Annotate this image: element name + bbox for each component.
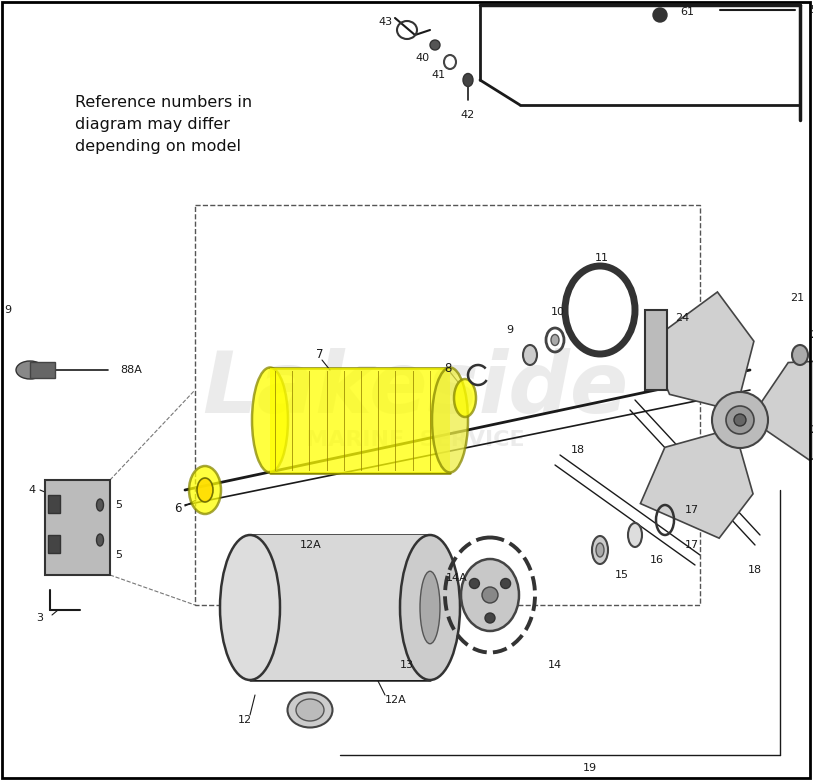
Circle shape [501,579,511,589]
Text: 16: 16 [650,555,664,565]
Bar [48,495,60,513]
Polygon shape [648,292,754,409]
Circle shape [485,613,495,623]
Text: 40: 40 [415,53,429,63]
Text: 4: 4 [28,485,36,495]
Bar [195,205,700,605]
Ellipse shape [432,368,468,473]
Text: 61: 61 [680,7,694,17]
Text: 41: 41 [431,70,445,80]
Text: 2: 2 [810,425,813,435]
Ellipse shape [420,571,440,644]
Text: 9: 9 [4,305,11,315]
Text: 3: 3 [37,613,44,623]
Text: 12: 12 [238,715,252,725]
Text: 6: 6 [174,501,182,515]
Ellipse shape [430,40,440,50]
Text: 88A: 88A [120,365,142,375]
Text: 9: 9 [506,325,514,335]
Ellipse shape [16,361,44,379]
Bar [48,535,60,553]
Ellipse shape [653,8,667,22]
Text: 12A: 12A [300,540,322,550]
Ellipse shape [592,536,608,564]
Text: 17: 17 [685,540,699,550]
Ellipse shape [461,559,519,631]
Circle shape [726,406,754,434]
Ellipse shape [454,379,476,417]
Ellipse shape [189,466,221,514]
Text: 11: 11 [595,253,609,263]
Bar [45,480,110,575]
Ellipse shape [252,368,288,473]
Ellipse shape [523,345,537,365]
Ellipse shape [628,523,642,547]
Bar [30,362,55,378]
Ellipse shape [463,73,473,87]
Ellipse shape [296,699,324,721]
Text: 8: 8 [445,362,452,375]
Text: 58: 58 [810,5,813,15]
Text: 7: 7 [316,348,324,362]
Circle shape [712,392,768,448]
Ellipse shape [596,543,604,557]
Bar [250,535,430,680]
Text: 43: 43 [378,17,392,27]
Ellipse shape [551,334,559,345]
Text: 18: 18 [748,565,762,575]
Text: 13: 13 [400,660,414,670]
Ellipse shape [288,693,333,727]
Ellipse shape [197,478,213,502]
Ellipse shape [220,535,280,680]
Bar [270,368,450,473]
Bar [645,310,667,390]
Text: 21: 21 [790,293,804,303]
Text: 17: 17 [685,505,699,515]
Circle shape [734,414,746,426]
Text: 14A: 14A [446,573,468,583]
Text: 18: 18 [571,445,585,455]
Ellipse shape [400,535,460,680]
Text: 5: 5 [115,550,122,560]
Text: 10: 10 [551,307,565,317]
Text: 19: 19 [583,763,597,773]
Ellipse shape [792,345,808,365]
Text: 24: 24 [675,313,689,323]
Ellipse shape [97,534,103,546]
Ellipse shape [97,499,103,511]
Polygon shape [754,360,813,460]
Text: 14: 14 [548,660,562,670]
Text: 5: 5 [115,500,122,510]
Circle shape [482,587,498,603]
Text: 12A: 12A [385,695,406,705]
Text: MARINE  SERVICE: MARINE SERVICE [306,430,524,450]
Text: 42: 42 [461,110,475,120]
Text: 23: 23 [810,330,813,340]
Text: Reference numbers in
diagram may differ
depending on model: Reference numbers in diagram may differ … [75,95,252,155]
Text: Lakeside: Lakeside [202,348,628,431]
Text: 15: 15 [615,570,629,580]
Circle shape [469,579,480,589]
Polygon shape [641,430,753,538]
